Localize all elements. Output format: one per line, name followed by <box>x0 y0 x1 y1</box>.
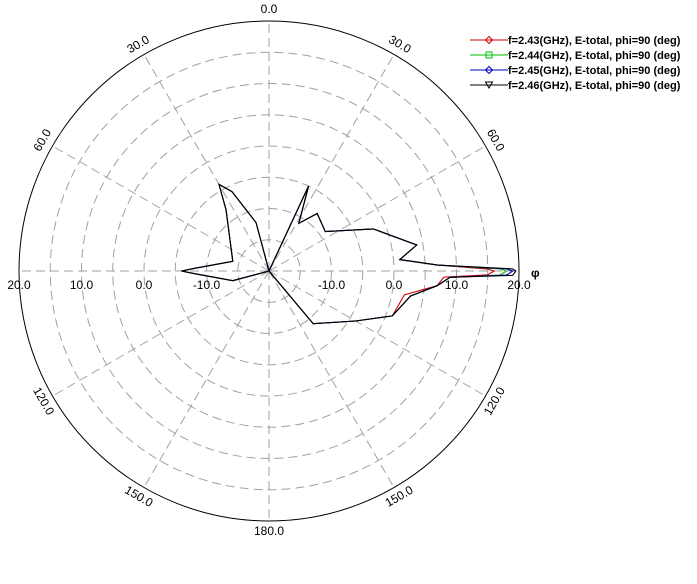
radial-tick-label-left: -10.0 <box>193 278 221 292</box>
grid-spoke <box>143 270 270 488</box>
radial-tick-label-left: 0.0 <box>136 278 153 292</box>
legend: f=2.43(GHz), E-total, phi=90 (deg) f=2.44… <box>470 35 681 92</box>
series-line <box>181 183 508 325</box>
radial-tick-label-right: 10.0 <box>445 278 469 292</box>
angle-tick-label: 180.0 <box>254 524 284 538</box>
radial-tick-label-right: -10.0 <box>318 278 346 292</box>
legend-label: f=2.44(GHz), E-total, phi=90 (deg) <box>508 50 681 62</box>
legend-marker <box>484 35 494 45</box>
grid-spoke <box>268 54 395 272</box>
legend-marker <box>484 81 494 89</box>
series-line <box>181 183 496 325</box>
legend-label: f=2.43(GHz), E-total, phi=90 (deg) <box>508 35 681 47</box>
series-group <box>181 183 517 325</box>
legend-marker <box>484 65 494 75</box>
grid-spoke <box>52 145 270 272</box>
angle-tick-label: 120.0 <box>481 384 508 417</box>
radial-tick-label-right: 20.0 <box>507 278 531 292</box>
polar-grid <box>18 20 520 522</box>
grid-ring <box>143 145 395 397</box>
angle-tick-label: 150.0 <box>383 483 416 510</box>
radial-tick-label-right: 0.0 <box>386 278 403 292</box>
angular-axis-label: φ <box>531 266 540 280</box>
series-line <box>181 183 517 325</box>
angle-tick-label: 150.0 <box>122 483 155 510</box>
angle-tick-label: 0.0 <box>261 2 278 16</box>
legend-marker <box>485 51 493 59</box>
legend-label: f=2.46(GHz), E-total, phi=90 (deg) <box>508 80 681 92</box>
outer-ring <box>18 20 520 522</box>
angle-tick-label: 120.0 <box>30 385 57 418</box>
radial-tick-label-left: 10.0 <box>70 278 94 292</box>
grid-ring <box>174 176 364 366</box>
legend-label: f=2.45(GHz), E-total, phi=90 (deg) <box>508 65 681 77</box>
radial-tick-label-left: 20.0 <box>7 278 31 292</box>
